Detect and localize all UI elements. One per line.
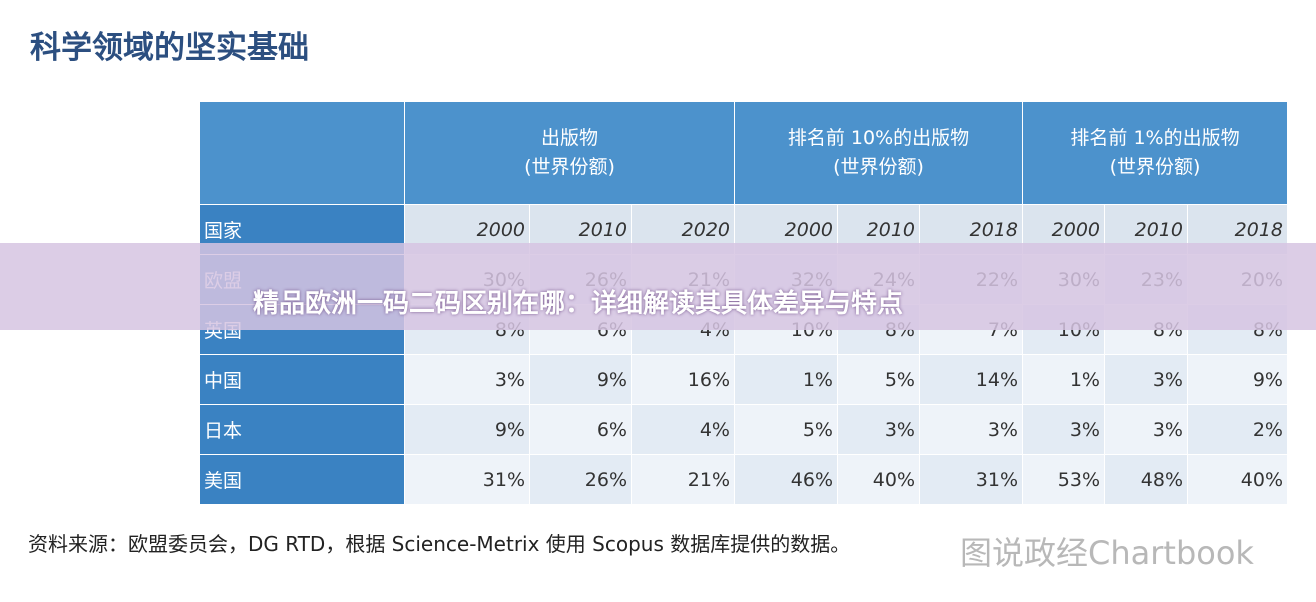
- value: 53%: [1023, 455, 1105, 505]
- banner: [0, 243, 1316, 330]
- header-group: 排名前 10%的出版物 (世界份额): [735, 102, 1023, 205]
- value: 40%: [838, 455, 920, 505]
- header-sublabel: (世界份额): [833, 156, 924, 178]
- country: 日本: [200, 405, 405, 455]
- header-label: 排名前 1%的出版物: [1070, 127, 1240, 149]
- value: 3%: [1105, 355, 1188, 405]
- value: 48%: [1105, 455, 1188, 505]
- header-corner: [200, 102, 405, 205]
- header-group: 排名前 1%的出版物 (世界份额): [1023, 102, 1288, 205]
- value: 21%: [632, 455, 735, 505]
- header-label: 排名前 10%的出版物: [787, 127, 970, 149]
- value: 46%: [735, 455, 838, 505]
- value: 31%: [920, 455, 1023, 505]
- source: 资料来源：欧盟委员会，DG RTD，根据 Science-Metrix 使用 S…: [28, 532, 851, 556]
- value: 16%: [632, 355, 735, 405]
- header-sublabel: (世界份额): [524, 156, 615, 178]
- country: 美国: [200, 455, 405, 505]
- value: 1%: [1023, 355, 1105, 405]
- value: 4%: [632, 405, 735, 455]
- value: 3%: [1105, 405, 1188, 455]
- watermark: 图说政经Chartbook: [960, 534, 1254, 572]
- header-sublabel: (世界份额): [1109, 156, 1201, 178]
- value: 9%: [405, 405, 530, 455]
- value: 40%: [1188, 455, 1288, 505]
- value: 1%: [735, 355, 838, 405]
- value: 9%: [1188, 355, 1288, 405]
- value: 6%: [530, 405, 632, 455]
- header-group: 出版物 (世界份额): [405, 102, 735, 205]
- value: 3%: [838, 405, 920, 455]
- value: 31%: [405, 455, 530, 505]
- country: 中国: [200, 355, 405, 405]
- value: 3%: [405, 355, 530, 405]
- header-label: 出版物: [540, 127, 598, 149]
- title: 科学领域的坚实基础: [30, 30, 309, 66]
- value: 3%: [1023, 405, 1105, 455]
- banner-text: 精品欧洲一码二码区别在哪：详细解读其具体差异与特点: [252, 289, 903, 319]
- value: 3%: [920, 405, 1023, 455]
- value: 5%: [838, 355, 920, 405]
- value: 5%: [735, 405, 838, 455]
- value: 2%: [1188, 405, 1288, 455]
- value: 26%: [530, 455, 632, 505]
- value: 14%: [920, 355, 1023, 405]
- value: 9%: [530, 355, 632, 405]
